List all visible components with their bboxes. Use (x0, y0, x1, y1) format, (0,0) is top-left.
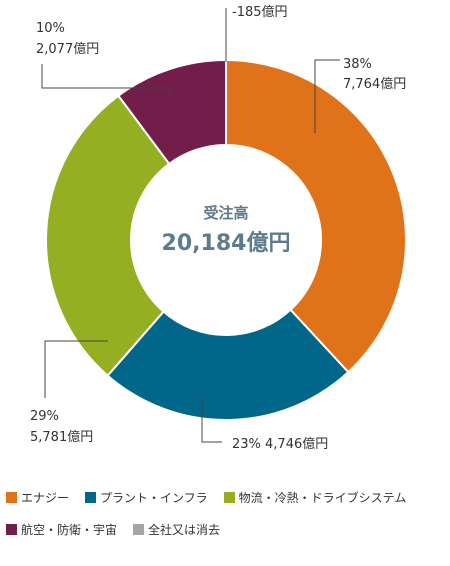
legend-swatch-elimination (133, 523, 145, 535)
legend-label-plant: プラント・インフラ (100, 490, 208, 505)
legend-swatch-logistics (223, 491, 235, 503)
legend-item-logistics: 物流・冷熱・ドライブシステム (223, 489, 407, 506)
label-elimination-value: -185億円 (232, 4, 288, 20)
legend-row-2: 航空・防衛・宇宙 全社又は消去 (6, 518, 446, 540)
slice-plant (106, 308, 350, 421)
slice-logistics (45, 94, 171, 378)
center-title: 受注高 (203, 204, 248, 222)
legend-label-elimination: 全社又は消去 (148, 522, 221, 537)
legend-swatch-energy (6, 491, 17, 503)
legend-label-logistics: 物流・冷熱・ドライブシステム (238, 490, 407, 505)
legend: エナジー プラント・インフラ 物流・冷熱・ドライブシステム 航空・防衛・宇宙 全… (6, 486, 446, 550)
label-aerospace-value: 2,077億円 (36, 41, 99, 57)
label-logistics-percent: 29% (30, 409, 59, 424)
legend-label-aerospace: 航空・防衛・宇宙 (21, 522, 118, 537)
legend-label-energy: エナジー (21, 490, 70, 505)
legend-swatch-aerospace (6, 523, 17, 535)
leader-lines (41, 8, 340, 443)
label-logistics-value: 5,781億円 (30, 429, 93, 445)
legend-item-energy: エナジー (6, 489, 69, 506)
label-energy-percent: 38% (343, 57, 372, 72)
label-energy-value: 7,764億円 (343, 76, 406, 92)
leader-aerospace (41, 64, 171, 95)
leader-logistics (44, 340, 108, 398)
label-aerospace-percent: 10% (36, 21, 65, 36)
label-plant-label: 23% 4,746億円 (232, 436, 328, 452)
slice-labels: 38% 7,764億円 23% 4,746億円 29% 5,781億円 10% 2,077億… (30, 4, 406, 452)
legend-item-plant: プラント・インフラ (85, 489, 208, 506)
legend-item-elimination: 全社又は消去 (133, 521, 220, 538)
legend-item-aerospace: 航空・防衛・宇宙 (6, 521, 117, 538)
leader-energy (314, 59, 340, 133)
donut-chart: 受注高 20,184億円 38% 7,764億円 23% 4,746億円 29% 5,7… (30, 4, 407, 452)
center-value: 20,184億円 (162, 230, 291, 256)
legend-swatch-plant (85, 491, 97, 503)
slice-energy (225, 58, 407, 374)
donut-slices (45, 58, 407, 421)
legend-row-1: エナジー プラント・インフラ 物流・冷熱・ドライブシステム (6, 486, 446, 508)
leader-plant (201, 396, 222, 443)
